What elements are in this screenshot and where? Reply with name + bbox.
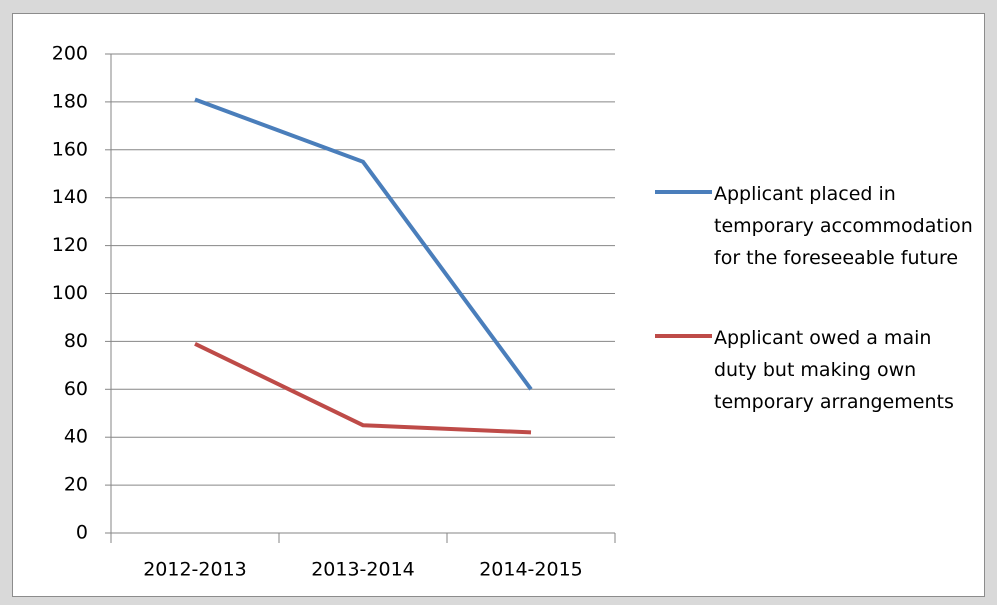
x-tick-label: 2014-2015 <box>479 559 583 581</box>
legend-label: Applicant owed a main duty but making ow… <box>714 327 954 413</box>
y-tick-label: 200 <box>52 43 88 65</box>
y-tick-label: 100 <box>52 282 88 304</box>
y-tick-label: 40 <box>64 426 88 448</box>
y-tick-label: 140 <box>52 186 88 208</box>
line-series <box>194 97 533 391</box>
y-tick-label: 80 <box>64 330 88 352</box>
legend-label: Applicant placed in temporary accommodat… <box>714 183 973 269</box>
chart-frame <box>12 13 985 597</box>
y-tick-label: 120 <box>52 234 88 256</box>
y-tick-label: 60 <box>64 378 88 400</box>
x-tick-label: 2012-2013 <box>143 559 247 581</box>
y-tick-label: 20 <box>64 474 88 496</box>
x-tick-label: 2013-2014 <box>311 559 415 581</box>
y-tick-label: 0 <box>76 522 88 544</box>
y-tick-label: 180 <box>52 90 88 112</box>
line-series <box>194 341 532 435</box>
y-tick-label: 160 <box>52 138 88 160</box>
